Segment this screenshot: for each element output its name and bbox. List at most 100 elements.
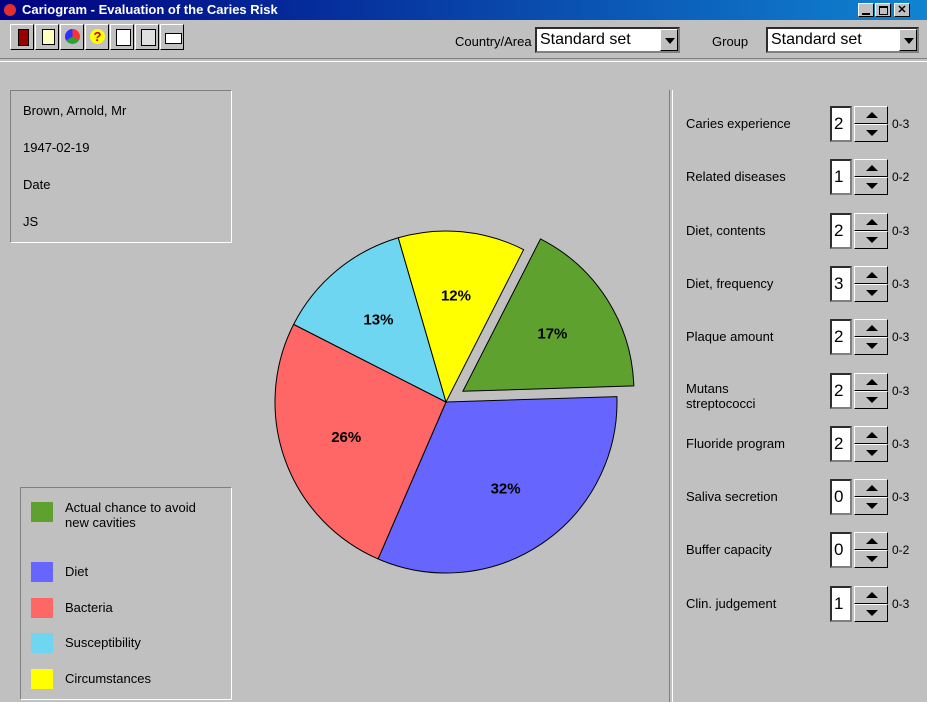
spin-buttons[interactable] — [854, 585, 888, 622]
factor-value[interactable]: 2 — [830, 319, 852, 356]
factor-value[interactable]: 2 — [830, 425, 852, 462]
factor-range: 0-2 — [892, 170, 910, 185]
separator — [669, 90, 673, 702]
maximize-button[interactable] — [875, 3, 891, 17]
patient-panel: Brown, Arnold, Mr 1947-02-19 Date JS — [10, 90, 232, 243]
spin-up[interactable] — [854, 319, 888, 338]
chart-button[interactable] — [60, 24, 84, 50]
legend-swatch — [31, 502, 53, 522]
factor-label: Related diseases — [686, 169, 786, 185]
exit-button[interactable] — [10, 24, 34, 50]
spin-buttons[interactable] — [854, 319, 888, 356]
country-dropdown[interactable]: Standard set — [535, 27, 680, 53]
group-dropdown[interactable]: Standard set — [766, 27, 919, 53]
factor-label: Diet, contents — [686, 222, 766, 238]
legend-label: Diet — [65, 564, 89, 579]
minimize-button[interactable] — [858, 3, 874, 17]
factor-label: Saliva secretion — [686, 489, 778, 505]
factor-range: 0-3 — [892, 223, 910, 238]
spin-up[interactable] — [854, 532, 888, 551]
dropdown-arrow[interactable] — [899, 29, 917, 51]
report-button[interactable] — [135, 24, 159, 50]
pie-chart: 17% 32% 26% 13% 12% — [274, 230, 635, 574]
spin-up[interactable] — [854, 159, 888, 178]
factor-value[interactable]: 2 — [830, 106, 852, 142]
spin-down[interactable] — [854, 443, 888, 462]
legend-swatch — [31, 598, 53, 618]
factor-value[interactable]: 2 — [830, 212, 852, 249]
factor-range: 0-3 — [892, 117, 910, 131]
spin-buttons[interactable] — [854, 265, 888, 302]
factor-range: 0-3 — [892, 330, 910, 345]
factor-label: Fluoride program — [686, 435, 785, 451]
pie-slice — [377, 396, 618, 574]
separator — [0, 58, 927, 62]
factor-label: Diet, frequency — [686, 275, 774, 291]
spin-buttons[interactable] — [854, 532, 888, 569]
spin-up[interactable] — [854, 425, 888, 444]
patient-field: Date — [23, 177, 51, 192]
title-bar: Cariogram - Evaluation of the Caries Ris… — [0, 0, 927, 20]
spin-buttons[interactable] — [854, 425, 888, 462]
group-label: Group — [712, 34, 749, 49]
factor-label: Clin. judgement — [686, 595, 777, 611]
app-icon — [4, 4, 16, 16]
spin-down[interactable] — [854, 337, 888, 356]
spin-buttons[interactable] — [854, 159, 888, 196]
factor-value[interactable]: 2 — [830, 372, 852, 409]
factor-value[interactable]: 0 — [830, 479, 852, 516]
pie-slice — [462, 238, 635, 392]
factor-value[interactable]: 0 — [830, 532, 852, 569]
legend-label: Circumstances — [65, 671, 151, 686]
help-button[interactable]: ? — [85, 24, 109, 50]
legend-label: Susceptibility — [65, 635, 141, 650]
spin-down[interactable] — [854, 283, 888, 302]
spin-down[interactable] — [854, 603, 888, 622]
spin-down[interactable] — [854, 497, 888, 516]
slice-label: 32% — [491, 481, 521, 498]
legend-swatch — [31, 669, 53, 689]
spin-up[interactable] — [854, 212, 888, 231]
spin-up[interactable] — [854, 372, 888, 391]
edit-button[interactable] — [110, 24, 134, 50]
spin-buttons[interactable] — [854, 106, 888, 142]
legend-swatch — [31, 633, 53, 653]
spin-down[interactable] — [854, 550, 888, 569]
factor-value[interactable]: 1 — [830, 585, 852, 622]
spin-buttons[interactable] — [854, 212, 888, 249]
legend-swatch — [31, 562, 53, 582]
legend: Actual chance to avoid new cavities Diet B… — [20, 487, 232, 700]
legend-label: Bacteria — [65, 600, 113, 615]
factor-range: 0-3 — [892, 276, 910, 291]
close-button[interactable]: ✕ — [894, 3, 910, 17]
pie-slice — [292, 237, 447, 403]
spin-down[interactable] — [854, 177, 888, 196]
slice-label: 17% — [537, 325, 567, 342]
slice-label: 12% — [441, 287, 471, 304]
spin-up[interactable] — [854, 106, 888, 124]
spin-up[interactable] — [854, 585, 888, 604]
group-value: Standard set — [771, 31, 862, 48]
spin-down[interactable] — [854, 230, 888, 249]
window-title: Cariogram - Evaluation of the Caries Ris… — [22, 2, 278, 17]
factor-value[interactable]: 3 — [830, 265, 852, 302]
factor-label: Plaque amount — [686, 329, 774, 345]
spin-down[interactable] — [854, 390, 888, 409]
pie-slice — [397, 230, 525, 404]
pie-slice — [274, 323, 447, 560]
spin-down[interactable] — [854, 124, 888, 142]
factor-value[interactable]: 1 — [830, 159, 852, 196]
spin-up[interactable] — [854, 479, 888, 498]
factor-panel: Caries experience 2 0-3 Related diseases 1 0-… — [672, 90, 927, 702]
factor-range: 0-3 — [892, 383, 910, 398]
factor-range: 0-3 — [892, 596, 910, 611]
new-button[interactable] — [35, 24, 59, 50]
dropdown-arrow[interactable] — [660, 29, 678, 51]
country-label: Country/Area — [455, 34, 532, 49]
spin-buttons[interactable] — [854, 479, 888, 516]
print-button[interactable] — [160, 24, 184, 50]
spin-up[interactable] — [854, 265, 888, 284]
spin-buttons[interactable] — [854, 372, 888, 409]
legend-label: Actual chance to avoid new cavities — [65, 500, 196, 530]
patient-field: Brown, Arnold, Mr — [23, 103, 127, 118]
